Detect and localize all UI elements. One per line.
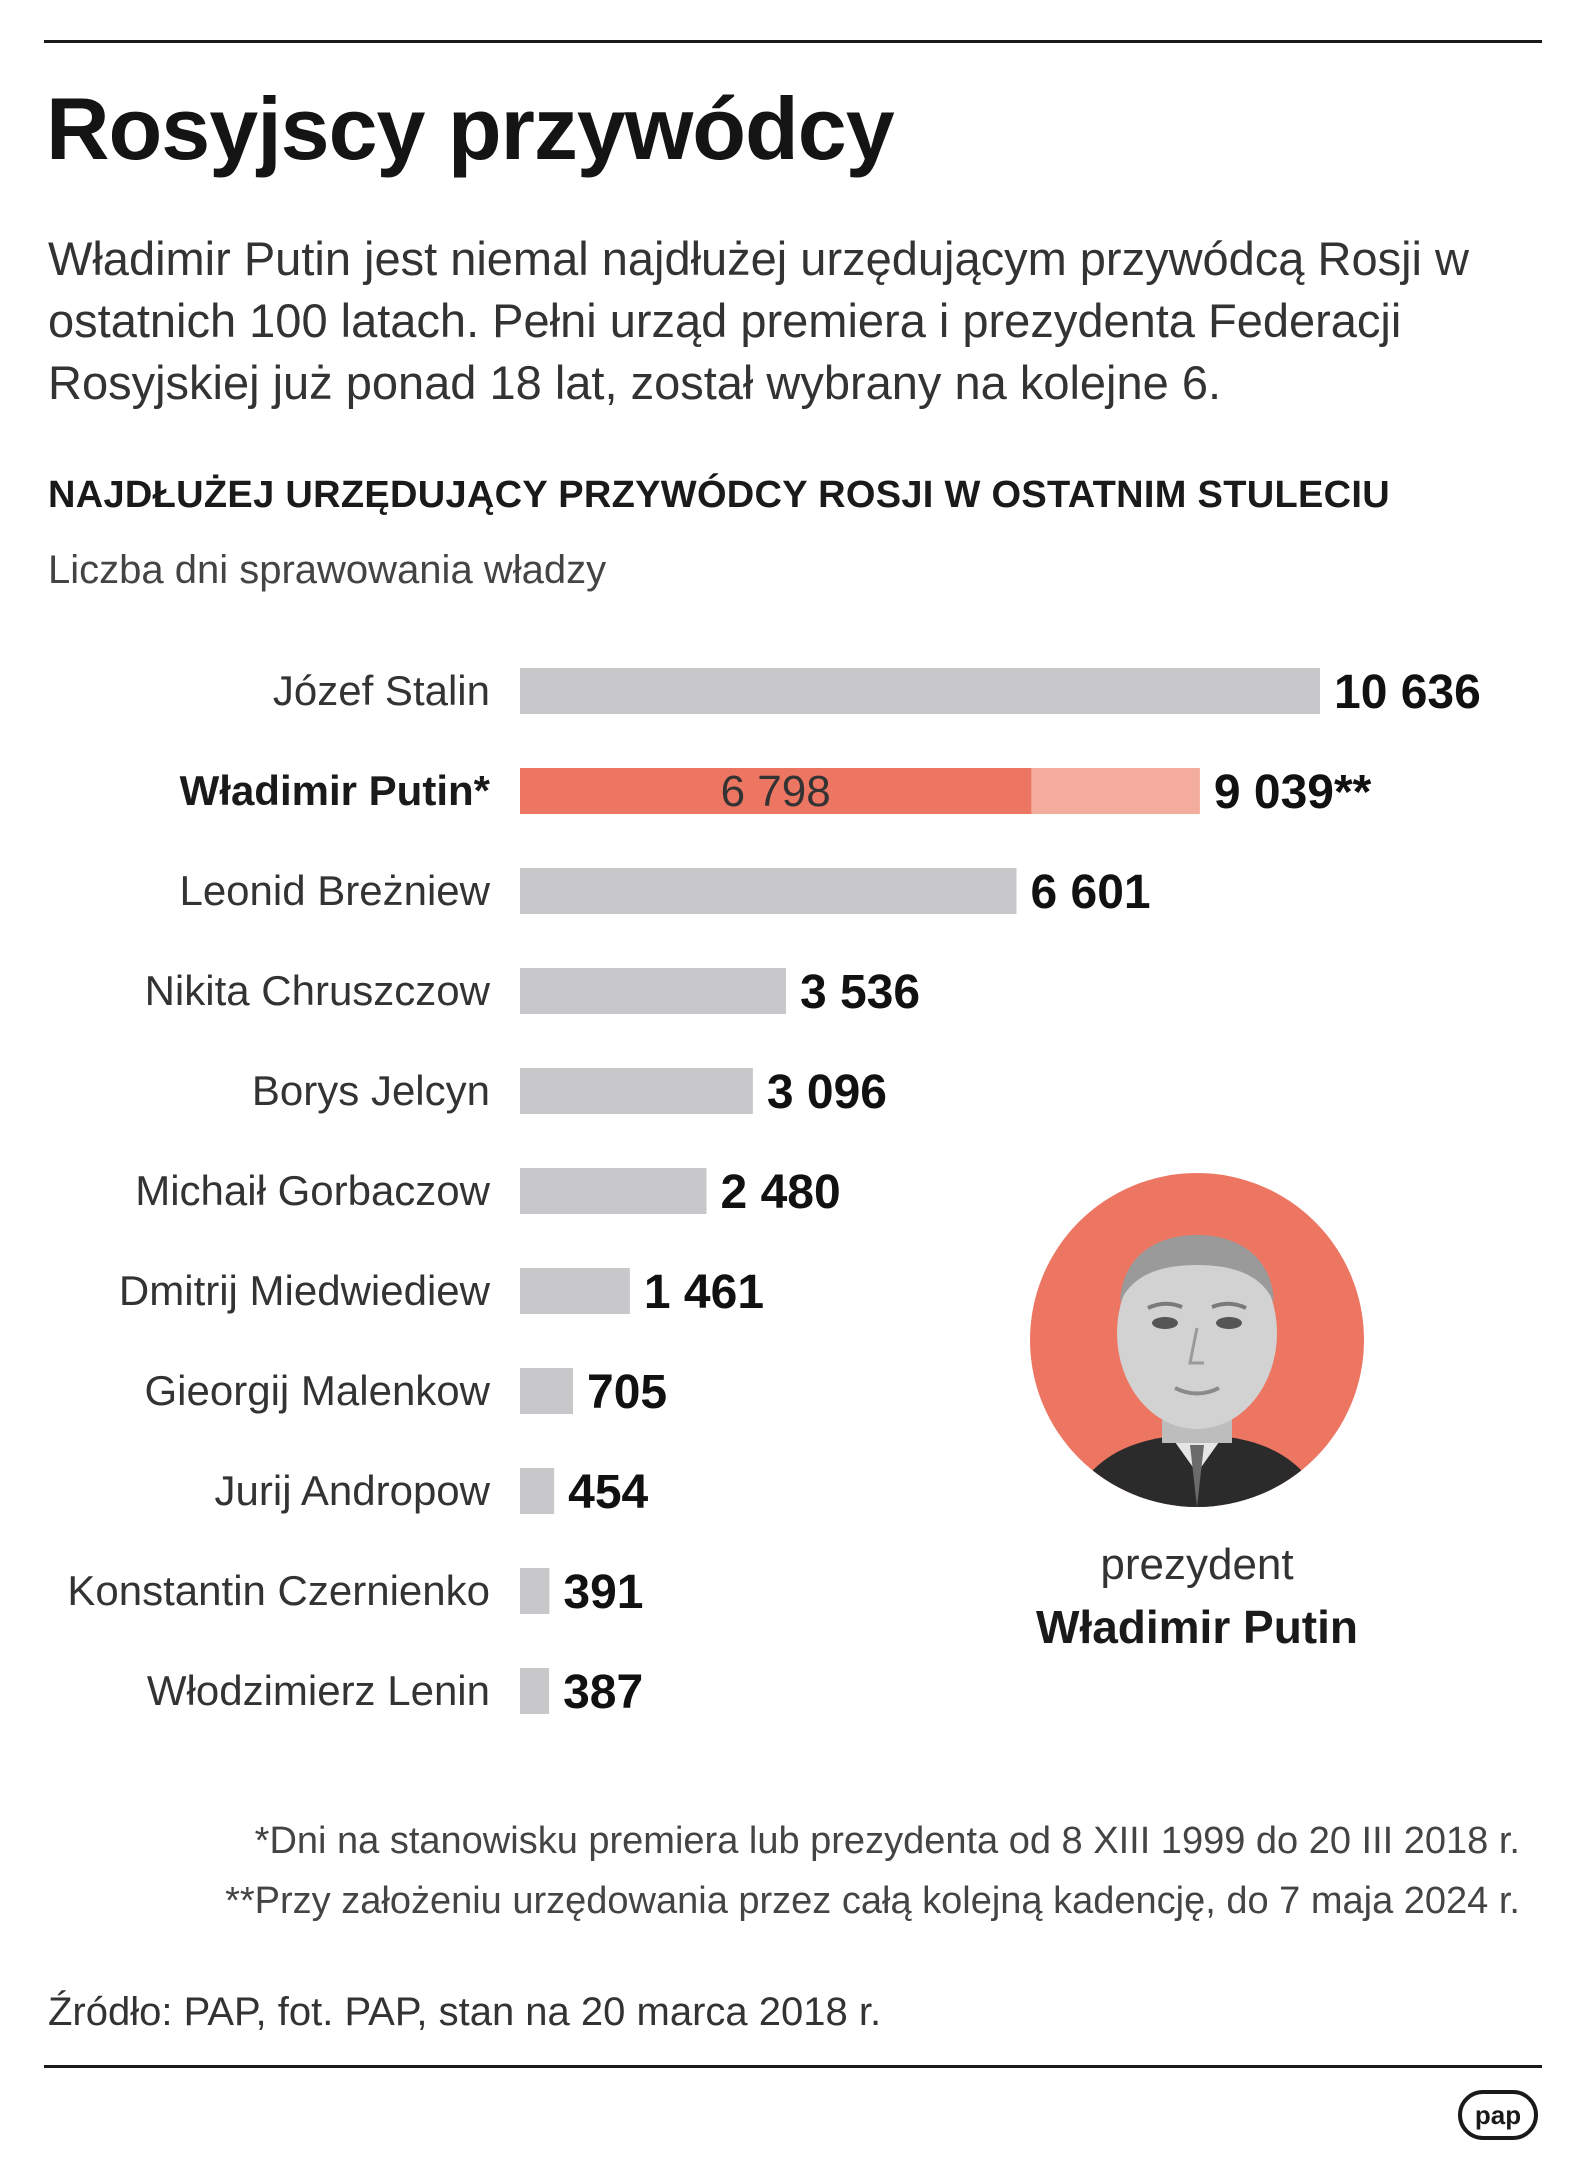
category-label: Jurij Andropow [215, 1467, 491, 1514]
bar [520, 1468, 555, 1514]
value-label: 6 601 [1031, 866, 1151, 919]
value-label: 2 480 [721, 1166, 841, 1219]
category-label: Leonid Breżniew [179, 867, 490, 914]
bar [520, 1368, 574, 1414]
chart-title: NAJDŁUŻEJ URZĘDUJĄCY PRZYWÓDCY ROSJI W O… [48, 474, 1390, 516]
category-label: Władimir Putin* [180, 767, 491, 814]
chart-subtitle: Liczba dni sprawowania władzy [48, 548, 607, 592]
category-label: Nikita Chruszczow [145, 967, 491, 1014]
pap-logo-text: pap [1474, 2099, 1522, 2130]
bar [520, 1268, 630, 1314]
category-label: Michaił Gorbaczow [135, 1167, 490, 1214]
category-label: Borys Jelcyn [252, 1067, 490, 1114]
footnote-1: *Dni na stanowisku premiera lub prezyden… [254, 1820, 1520, 1862]
bar [520, 1068, 753, 1114]
value-label: 454 [568, 1466, 648, 1519]
value-label: 391 [563, 1566, 643, 1619]
top-rule [44, 40, 1542, 43]
source-note: Źródło: PAP, fot. PAP, stan na 20 marca … [48, 1990, 882, 2034]
pap-logo: pap [1458, 2090, 1538, 2140]
page-title: Rosyjscy przywódcy [46, 79, 895, 178]
category-label: Włodzimierz Lenin [147, 1667, 490, 1714]
value-label: 387 [563, 1666, 643, 1719]
bar-inner-label: 6 798 [721, 767, 831, 816]
category-label: Dmitrij Miedwiediew [119, 1267, 491, 1314]
portrait-photo [1030, 1173, 1364, 1507]
bar-served [520, 768, 1032, 814]
value-label: 10 636 [1334, 666, 1481, 719]
footnote-2: **Przy założeniu urzędowania przez całą … [225, 1880, 1520, 1922]
category-label: Józef Stalin [273, 667, 490, 714]
category-label: Gieorgij Malenkow [145, 1367, 491, 1414]
bar [520, 968, 786, 1014]
bar [520, 1568, 550, 1614]
bar [520, 868, 1017, 914]
bar [520, 668, 1320, 714]
portrait-caption-name: Władimir Putin [1036, 1601, 1358, 1653]
value-label: 3 096 [767, 1066, 887, 1119]
category-label: Konstantin Czernienko [67, 1567, 490, 1614]
putin-portrait-illustration [1070, 1235, 1324, 1507]
bottom-rule [44, 2065, 1542, 2068]
value-label: 9 039** [1214, 766, 1372, 819]
value-label: 705 [587, 1366, 667, 1419]
portrait-caption-role: prezydent [1100, 1540, 1294, 1589]
lead-paragraph: Władimir Putin jest niemal najdłużej urz… [48, 232, 1469, 409]
value-label: 3 536 [800, 966, 920, 1019]
bar [520, 1168, 707, 1214]
value-label: 1 461 [644, 1266, 764, 1319]
bar [520, 1668, 550, 1714]
